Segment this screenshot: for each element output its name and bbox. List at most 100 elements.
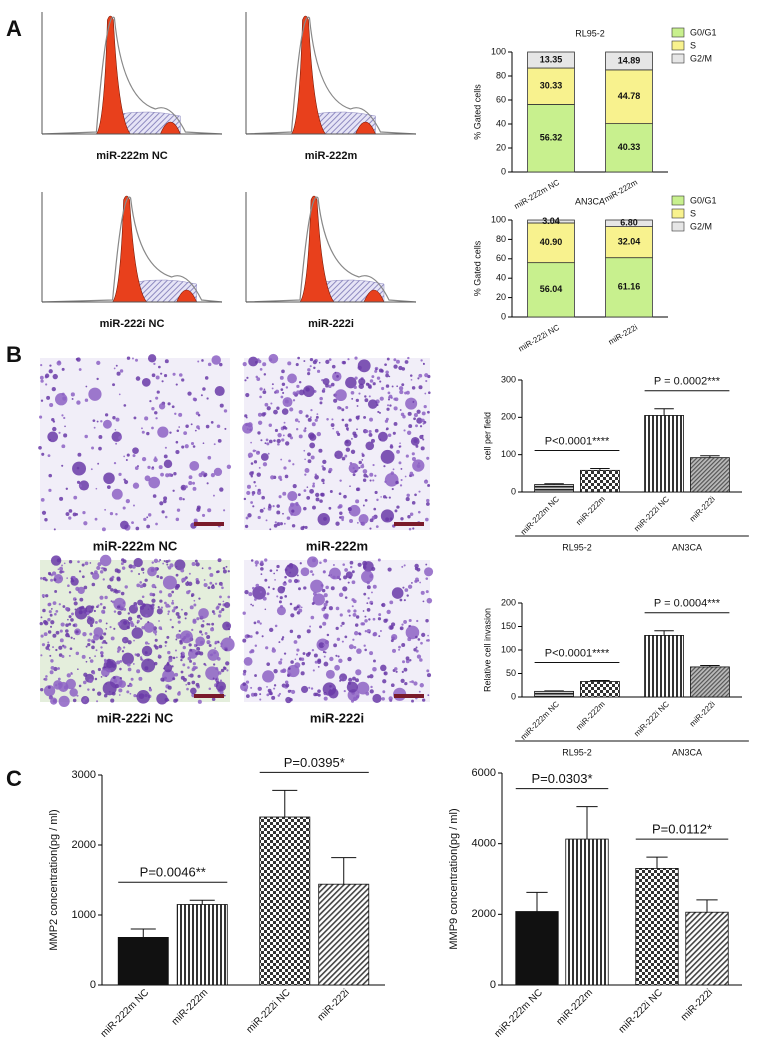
cell — [206, 482, 209, 485]
cell — [296, 605, 300, 609]
cell — [118, 688, 123, 693]
cell — [411, 501, 416, 505]
cell — [136, 689, 151, 704]
cell — [40, 379, 44, 383]
cell — [329, 685, 332, 688]
cell — [382, 679, 387, 684]
cell — [51, 417, 55, 422]
cell — [93, 609, 96, 613]
cell — [120, 520, 129, 530]
cell — [386, 407, 390, 411]
cell — [111, 575, 115, 579]
cell — [300, 567, 310, 577]
cell — [103, 632, 107, 636]
cell — [155, 396, 159, 400]
cell — [372, 631, 378, 637]
cell — [426, 498, 430, 503]
error-bar — [130, 928, 156, 938]
cell — [260, 567, 264, 571]
legend-label: S — [690, 40, 696, 50]
cell — [244, 688, 248, 692]
group-label: RL95-2 — [562, 542, 592, 552]
cell — [420, 590, 425, 595]
y-tick-label: 2000 — [72, 839, 96, 851]
cell — [276, 569, 278, 572]
cell — [186, 687, 189, 691]
bar-segment — [605, 69, 653, 125]
cell — [94, 621, 98, 624]
cell — [72, 461, 87, 476]
bar-segment — [527, 67, 575, 105]
cell — [60, 622, 65, 627]
cell — [96, 700, 99, 703]
cell — [400, 678, 405, 683]
cell — [73, 601, 78, 606]
cell — [73, 495, 78, 500]
cell — [369, 472, 374, 477]
cell — [139, 617, 143, 620]
cell — [67, 618, 69, 621]
bar-segment — [527, 222, 575, 264]
significance-label: P = 0.0002*** — [654, 376, 721, 388]
cell — [67, 635, 71, 638]
cell — [408, 618, 412, 623]
cell — [176, 508, 181, 512]
cell — [347, 656, 352, 662]
cell — [132, 662, 135, 665]
cell — [270, 402, 273, 405]
cell — [304, 525, 308, 529]
cell — [175, 698, 179, 702]
cell — [252, 585, 266, 600]
cell — [191, 562, 196, 566]
cell — [276, 406, 280, 410]
cell — [207, 362, 212, 367]
cell — [269, 528, 272, 531]
cell — [220, 584, 223, 587]
cell — [153, 457, 158, 463]
cell — [344, 454, 348, 458]
cell — [203, 583, 208, 588]
cell — [288, 667, 291, 670]
cell — [372, 584, 377, 589]
cell — [49, 654, 52, 657]
cell — [96, 565, 101, 571]
cell — [341, 418, 345, 422]
cell — [380, 496, 382, 498]
cell — [324, 615, 329, 620]
cell — [72, 512, 77, 517]
cell — [89, 624, 93, 628]
micrograph-background — [40, 358, 230, 530]
cell — [210, 473, 215, 478]
cell — [400, 479, 403, 482]
cell — [220, 642, 223, 645]
cell — [151, 603, 155, 607]
cell — [57, 667, 60, 670]
cell — [384, 419, 389, 423]
cell — [398, 365, 403, 371]
cell — [181, 608, 183, 611]
cell — [310, 579, 324, 593]
y-axis-label: MMP9 concentration(pg / ml) — [448, 808, 460, 949]
cell — [390, 639, 394, 643]
cell — [141, 645, 153, 657]
cell — [160, 606, 164, 609]
flow-label: miR-222i — [308, 318, 354, 330]
bar — [117, 937, 169, 986]
cell — [154, 567, 158, 570]
cell — [323, 606, 327, 610]
cell — [350, 449, 356, 454]
cell — [151, 583, 156, 589]
cell — [325, 600, 329, 604]
significance-label: P = 0.0004*** — [654, 598, 721, 610]
cell — [208, 687, 212, 691]
cell — [309, 365, 312, 368]
cell — [43, 685, 56, 697]
cell — [70, 636, 73, 639]
cell — [145, 614, 148, 617]
cell — [377, 617, 382, 621]
cell — [206, 640, 211, 645]
cell — [367, 597, 370, 600]
cell — [416, 464, 421, 468]
cell — [405, 659, 410, 664]
cell — [292, 463, 295, 466]
